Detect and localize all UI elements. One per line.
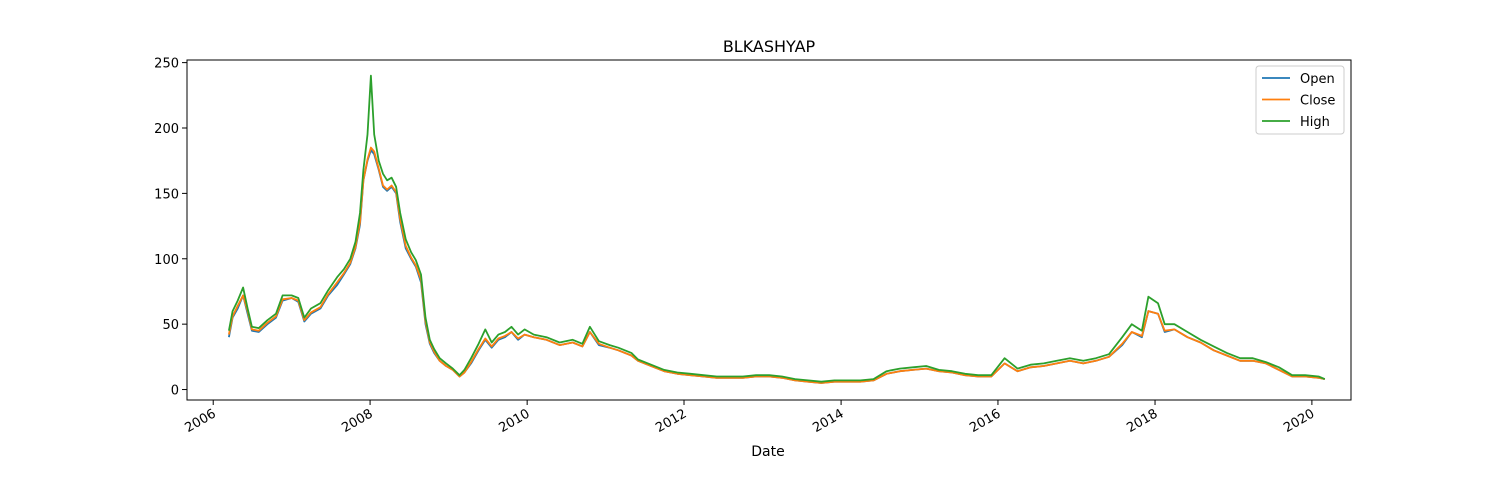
legend: Open Close High xyxy=(1255,65,1345,135)
legend-label-open: Open xyxy=(1300,72,1335,87)
y-tick-label: 50 xyxy=(162,318,179,333)
legend-label-close: Close xyxy=(1300,94,1335,109)
legend-box xyxy=(1255,65,1345,135)
y-tick-label: 100 xyxy=(154,253,179,268)
y-tick-label: 200 xyxy=(154,122,179,137)
x-axis-title: Date xyxy=(751,444,784,460)
plot-frame xyxy=(186,59,1352,401)
y-tick-label: 0 xyxy=(171,384,179,399)
series-line-close xyxy=(228,146,1325,384)
legend-label-high: High xyxy=(1300,115,1330,130)
y-tick-label: 250 xyxy=(154,57,179,72)
series-line-high xyxy=(228,74,1326,383)
y-axis: 0 50 100 150 200 250 xyxy=(154,57,187,399)
chart-title: BLKASHYAP xyxy=(723,37,816,56)
series-layer xyxy=(228,74,1326,384)
y-tick-label: 150 xyxy=(154,187,179,202)
